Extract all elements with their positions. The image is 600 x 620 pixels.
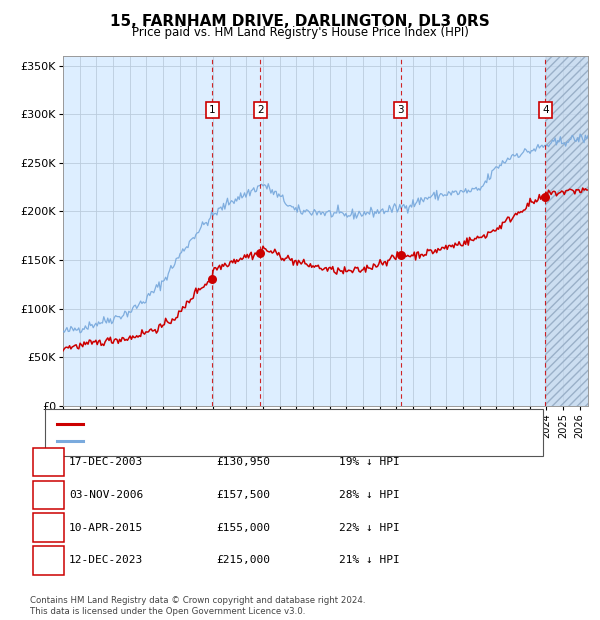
Text: 2: 2 xyxy=(257,105,263,115)
Text: 17-DEC-2003: 17-DEC-2003 xyxy=(69,457,143,467)
Text: 2: 2 xyxy=(45,490,52,500)
Text: 3: 3 xyxy=(45,523,52,533)
Text: £157,500: £157,500 xyxy=(216,490,270,500)
Text: 15, FARNHAM DRIVE, DARLINGTON, DL3 0RS (detached house): 15, FARNHAM DRIVE, DARLINGTON, DL3 0RS (… xyxy=(89,418,433,428)
Text: 19% ↓ HPI: 19% ↓ HPI xyxy=(339,457,400,467)
Text: HPI: Average price, detached house, Darlington: HPI: Average price, detached house, Darl… xyxy=(89,436,349,446)
Bar xyxy=(545,56,588,406)
Text: 10-APR-2015: 10-APR-2015 xyxy=(69,523,143,533)
Text: 3: 3 xyxy=(398,105,404,115)
Text: Price paid vs. HM Land Registry's House Price Index (HPI): Price paid vs. HM Land Registry's House … xyxy=(131,26,469,39)
Text: Contains HM Land Registry data © Crown copyright and database right 2024.
This d: Contains HM Land Registry data © Crown c… xyxy=(30,596,365,616)
Text: 4: 4 xyxy=(542,105,549,115)
Text: 4: 4 xyxy=(45,556,52,565)
Text: 28% ↓ HPI: 28% ↓ HPI xyxy=(339,490,400,500)
Text: 12-DEC-2023: 12-DEC-2023 xyxy=(69,556,143,565)
Text: 1: 1 xyxy=(209,105,215,115)
Text: 1: 1 xyxy=(45,457,52,467)
Text: 21% ↓ HPI: 21% ↓ HPI xyxy=(339,556,400,565)
Text: 22% ↓ HPI: 22% ↓ HPI xyxy=(339,523,400,533)
Text: £155,000: £155,000 xyxy=(216,523,270,533)
Text: £130,950: £130,950 xyxy=(216,457,270,467)
Text: 15, FARNHAM DRIVE, DARLINGTON, DL3 0RS: 15, FARNHAM DRIVE, DARLINGTON, DL3 0RS xyxy=(110,14,490,29)
Bar xyxy=(545,56,588,406)
Text: 03-NOV-2006: 03-NOV-2006 xyxy=(69,490,143,500)
Text: £215,000: £215,000 xyxy=(216,556,270,565)
